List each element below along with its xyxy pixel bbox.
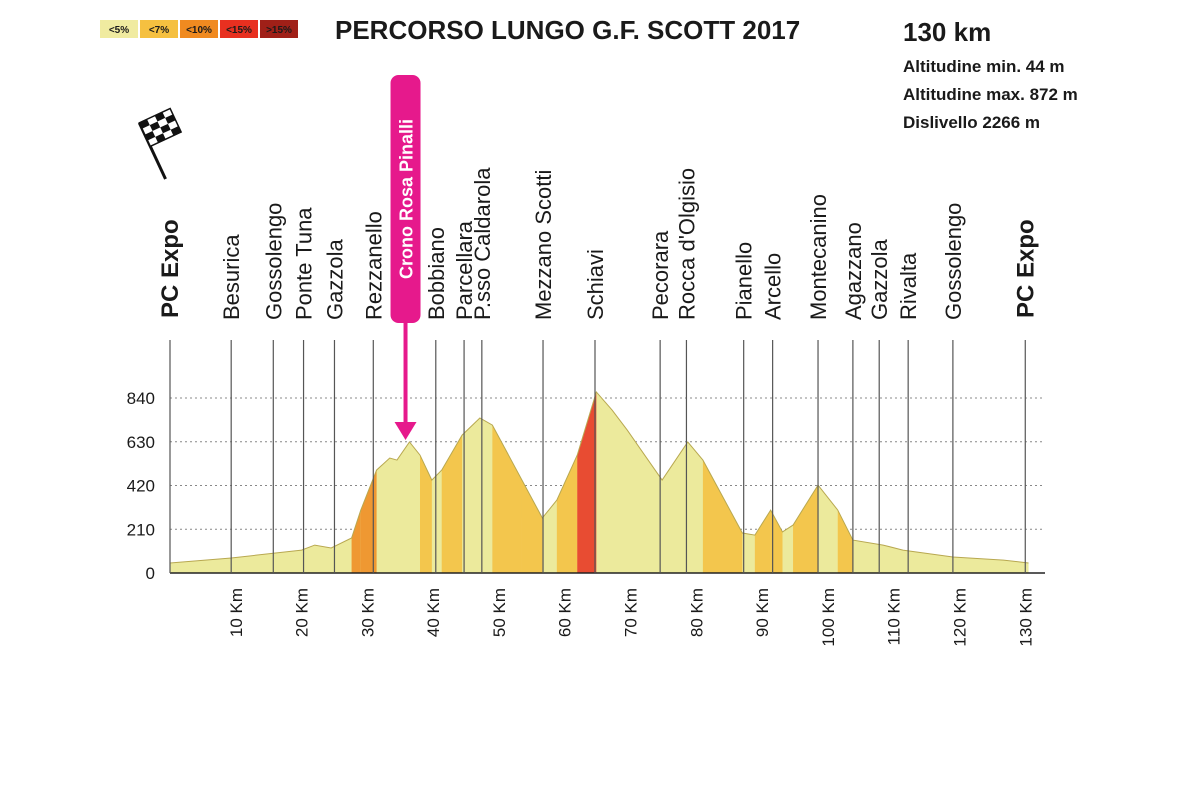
stat: Altitudine min. 44 m (903, 57, 1065, 76)
y-tick-label: 840 (127, 389, 155, 408)
place-label: PC Expo (157, 219, 184, 318)
stat: Altitudine max. 872 m (903, 85, 1078, 104)
gradient-segment (577, 391, 597, 573)
elevation-area (170, 391, 1029, 573)
place-label: Mezzano Scotti (531, 170, 556, 320)
place-label: Arcello (761, 253, 786, 320)
legend-label: >15% (266, 25, 292, 36)
place-label: P.sso Caldarola (470, 167, 495, 320)
legend-label: <5% (109, 25, 129, 36)
distance: 130 km (903, 17, 991, 47)
place-label: PC Expo (1012, 219, 1039, 318)
legend-swatch (220, 20, 258, 38)
legend-label: <15% (226, 25, 252, 36)
x-tick-label: 100 Km (819, 588, 838, 647)
finish-flag (137, 107, 183, 180)
x-tick-label: 90 Km (753, 588, 772, 637)
place-label: Pianello (732, 242, 757, 320)
gradient-segment (351, 510, 361, 573)
x-tick-label: 20 Km (293, 588, 312, 637)
highlight-label: Crono Rosa Pinalli (397, 119, 417, 279)
gradient-segment (793, 485, 819, 573)
y-tick-label: 630 (127, 433, 155, 452)
place-label: Gazzola (322, 239, 347, 320)
highlight-box (390, 75, 421, 323)
legend-swatch (140, 20, 178, 38)
gradient-segment (556, 455, 578, 573)
gradient-segment (492, 425, 522, 573)
y-tick-label: 0 (146, 564, 155, 583)
gradient-segment (702, 460, 743, 573)
x-tick-label: 50 Km (490, 588, 509, 637)
x-tick-label: 60 Km (556, 588, 575, 637)
place-label: Rezzanello (361, 211, 386, 320)
gradient-segment (420, 455, 432, 573)
x-tick-label: 130 Km (1016, 588, 1035, 647)
x-tick-label: 30 Km (358, 588, 377, 637)
place-label: Ponte Tuna (292, 207, 317, 320)
x-tick-label: 120 Km (950, 588, 969, 647)
place-label: Parcellara (452, 220, 477, 320)
gradient-segment (441, 435, 463, 573)
place-label: Rocca d'Olgisio (674, 168, 699, 320)
place-label: Bobbiano (424, 227, 449, 320)
stat: Dislivello 2266 m (903, 113, 1040, 132)
legend-swatch (180, 20, 218, 38)
place-label: Pecorara (648, 230, 673, 320)
place-label: Gossolengo (261, 203, 286, 320)
gradient-segment (837, 510, 853, 573)
place-label: Gossolengo (941, 203, 966, 320)
y-tick-label: 420 (127, 477, 155, 496)
gradient-segment (754, 510, 771, 573)
legend-swatch (100, 20, 138, 38)
y-tick-label: 210 (127, 520, 155, 539)
x-tick-label: 40 Km (424, 588, 443, 637)
gradient-segment (770, 510, 783, 573)
place-label: Montecanino (806, 194, 831, 320)
place-label: Schiavi (583, 249, 608, 320)
place-label: Gazzola (867, 239, 892, 320)
x-tick-label: 110 Km (885, 588, 904, 645)
legend-label: <10% (186, 25, 212, 36)
elevation-line (169, 390, 1029, 564)
legend-label: <7% (149, 25, 169, 36)
x-tick-label: 70 Km (622, 588, 641, 637)
legend-swatch (260, 20, 298, 38)
chart-title: PERCORSO LUNGO G.F. SCOTT 2017 (335, 15, 800, 45)
highlight-arrowhead (394, 421, 417, 440)
x-tick-label: 10 Km (227, 588, 246, 637)
x-tick-label: 80 Km (687, 588, 706, 637)
place-label: Besurica (219, 234, 244, 320)
place-label: Agazzano (841, 222, 866, 320)
gradient-segment (360, 470, 377, 573)
place-label: Rivalta (896, 252, 921, 320)
gradient-segment (521, 480, 543, 573)
